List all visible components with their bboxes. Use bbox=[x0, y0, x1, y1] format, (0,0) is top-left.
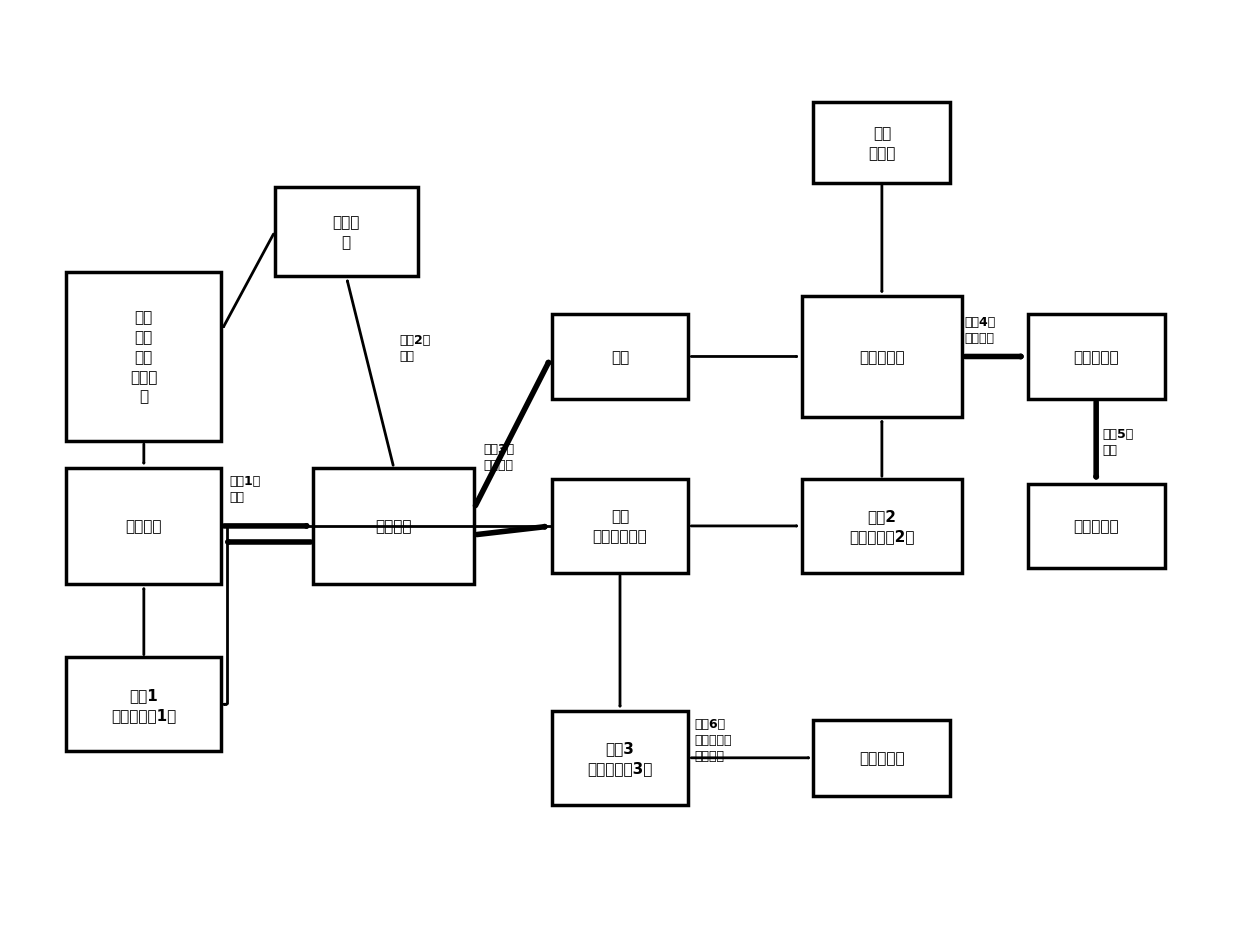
Text: 晶化产物: 晶化产物 bbox=[376, 519, 412, 534]
Text: 步骤6：
酸碱调节、
喷雾干燥: 步骤6： 酸碱调节、 喷雾干燥 bbox=[694, 717, 732, 763]
Text: 初始凝胶: 初始凝胶 bbox=[125, 519, 162, 534]
Text: 步骤3：
离心过滤: 步骤3： 离心过滤 bbox=[484, 443, 515, 471]
Text: 磷源
铝源
硅源
有机胶
水: 磷源 铝源 硅源 有机胶 水 bbox=[130, 310, 157, 404]
Bar bbox=[813, 720, 950, 796]
Text: 造粒前驱体: 造粒前驱体 bbox=[859, 350, 905, 365]
Text: 滤液1
（合成废水1）: 滤液1 （合成废水1） bbox=[112, 687, 176, 722]
Bar bbox=[67, 469, 221, 585]
Text: 滤液3
（合成废水3）: 滤液3 （合成废水3） bbox=[588, 741, 652, 776]
Bar bbox=[552, 711, 688, 805]
Text: 载体
粘结剂: 载体 粘结剂 bbox=[868, 126, 895, 161]
Text: 步骤5：
煅烧: 步骤5： 煅烧 bbox=[1102, 427, 1133, 457]
Text: 步骤2：
蒸馏: 步骤2： 蒸馏 bbox=[399, 334, 432, 363]
Text: 滤渣: 滤渣 bbox=[611, 350, 629, 365]
Bar bbox=[1028, 484, 1164, 569]
Bar bbox=[67, 273, 221, 442]
Bar bbox=[552, 315, 688, 399]
Bar bbox=[275, 187, 418, 277]
Bar bbox=[552, 480, 688, 574]
Text: 土壤改良剂: 土壤改良剂 bbox=[859, 751, 905, 766]
Bar bbox=[1028, 315, 1164, 399]
Text: 步骤4：
喷雾造粒: 步骤4： 喷雾造粒 bbox=[965, 316, 996, 345]
Text: 步骤1：
晶化: 步骤1： 晶化 bbox=[229, 474, 260, 503]
Bar bbox=[801, 480, 962, 574]
Text: 滤液2
（合成废水2）: 滤液2 （合成废水2） bbox=[849, 509, 915, 544]
Bar bbox=[813, 103, 950, 184]
Bar bbox=[801, 297, 962, 418]
Text: 滤液
（合成废水）: 滤液 （合成废水） bbox=[593, 509, 647, 544]
Text: 催化剂产品: 催化剂产品 bbox=[1074, 519, 1118, 534]
Text: 煅烧前驱体: 煅烧前驱体 bbox=[1074, 350, 1118, 365]
Bar bbox=[314, 469, 474, 585]
Bar bbox=[67, 658, 221, 752]
Text: 有机胶
水: 有机胶 水 bbox=[332, 215, 360, 250]
